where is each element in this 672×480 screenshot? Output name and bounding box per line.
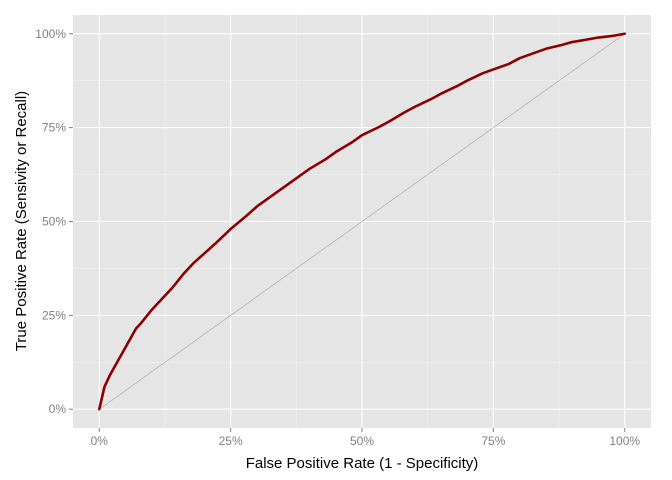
y-tick-label: 25% [42,308,66,322]
y-tick-label: 100% [35,27,66,41]
x-tick-label: 75% [481,434,505,448]
x-tick-label: 50% [350,434,374,448]
y-tick-label: 75% [42,121,66,135]
x-axis-title: False Positive Rate (1 - Specificity) [246,455,479,472]
x-tick-label: 0% [91,434,109,448]
x-axis-ticks: 0% 25% 50% 75% 100% [91,428,640,448]
x-tick-label: 25% [219,434,243,448]
series-layer [97,32,627,411]
y-tick-label: 50% [42,215,66,229]
diagonal-reference-line [99,33,625,410]
x-tick-label: 100% [609,434,640,448]
y-axis-ticks: 0% 25% 50% 75% 100% [35,27,73,416]
y-axis-title: True Positive Rate (Sensivity or Recall) [13,91,30,351]
roc-curve-line [97,32,627,411]
y-tick-label: 0% [49,402,67,416]
